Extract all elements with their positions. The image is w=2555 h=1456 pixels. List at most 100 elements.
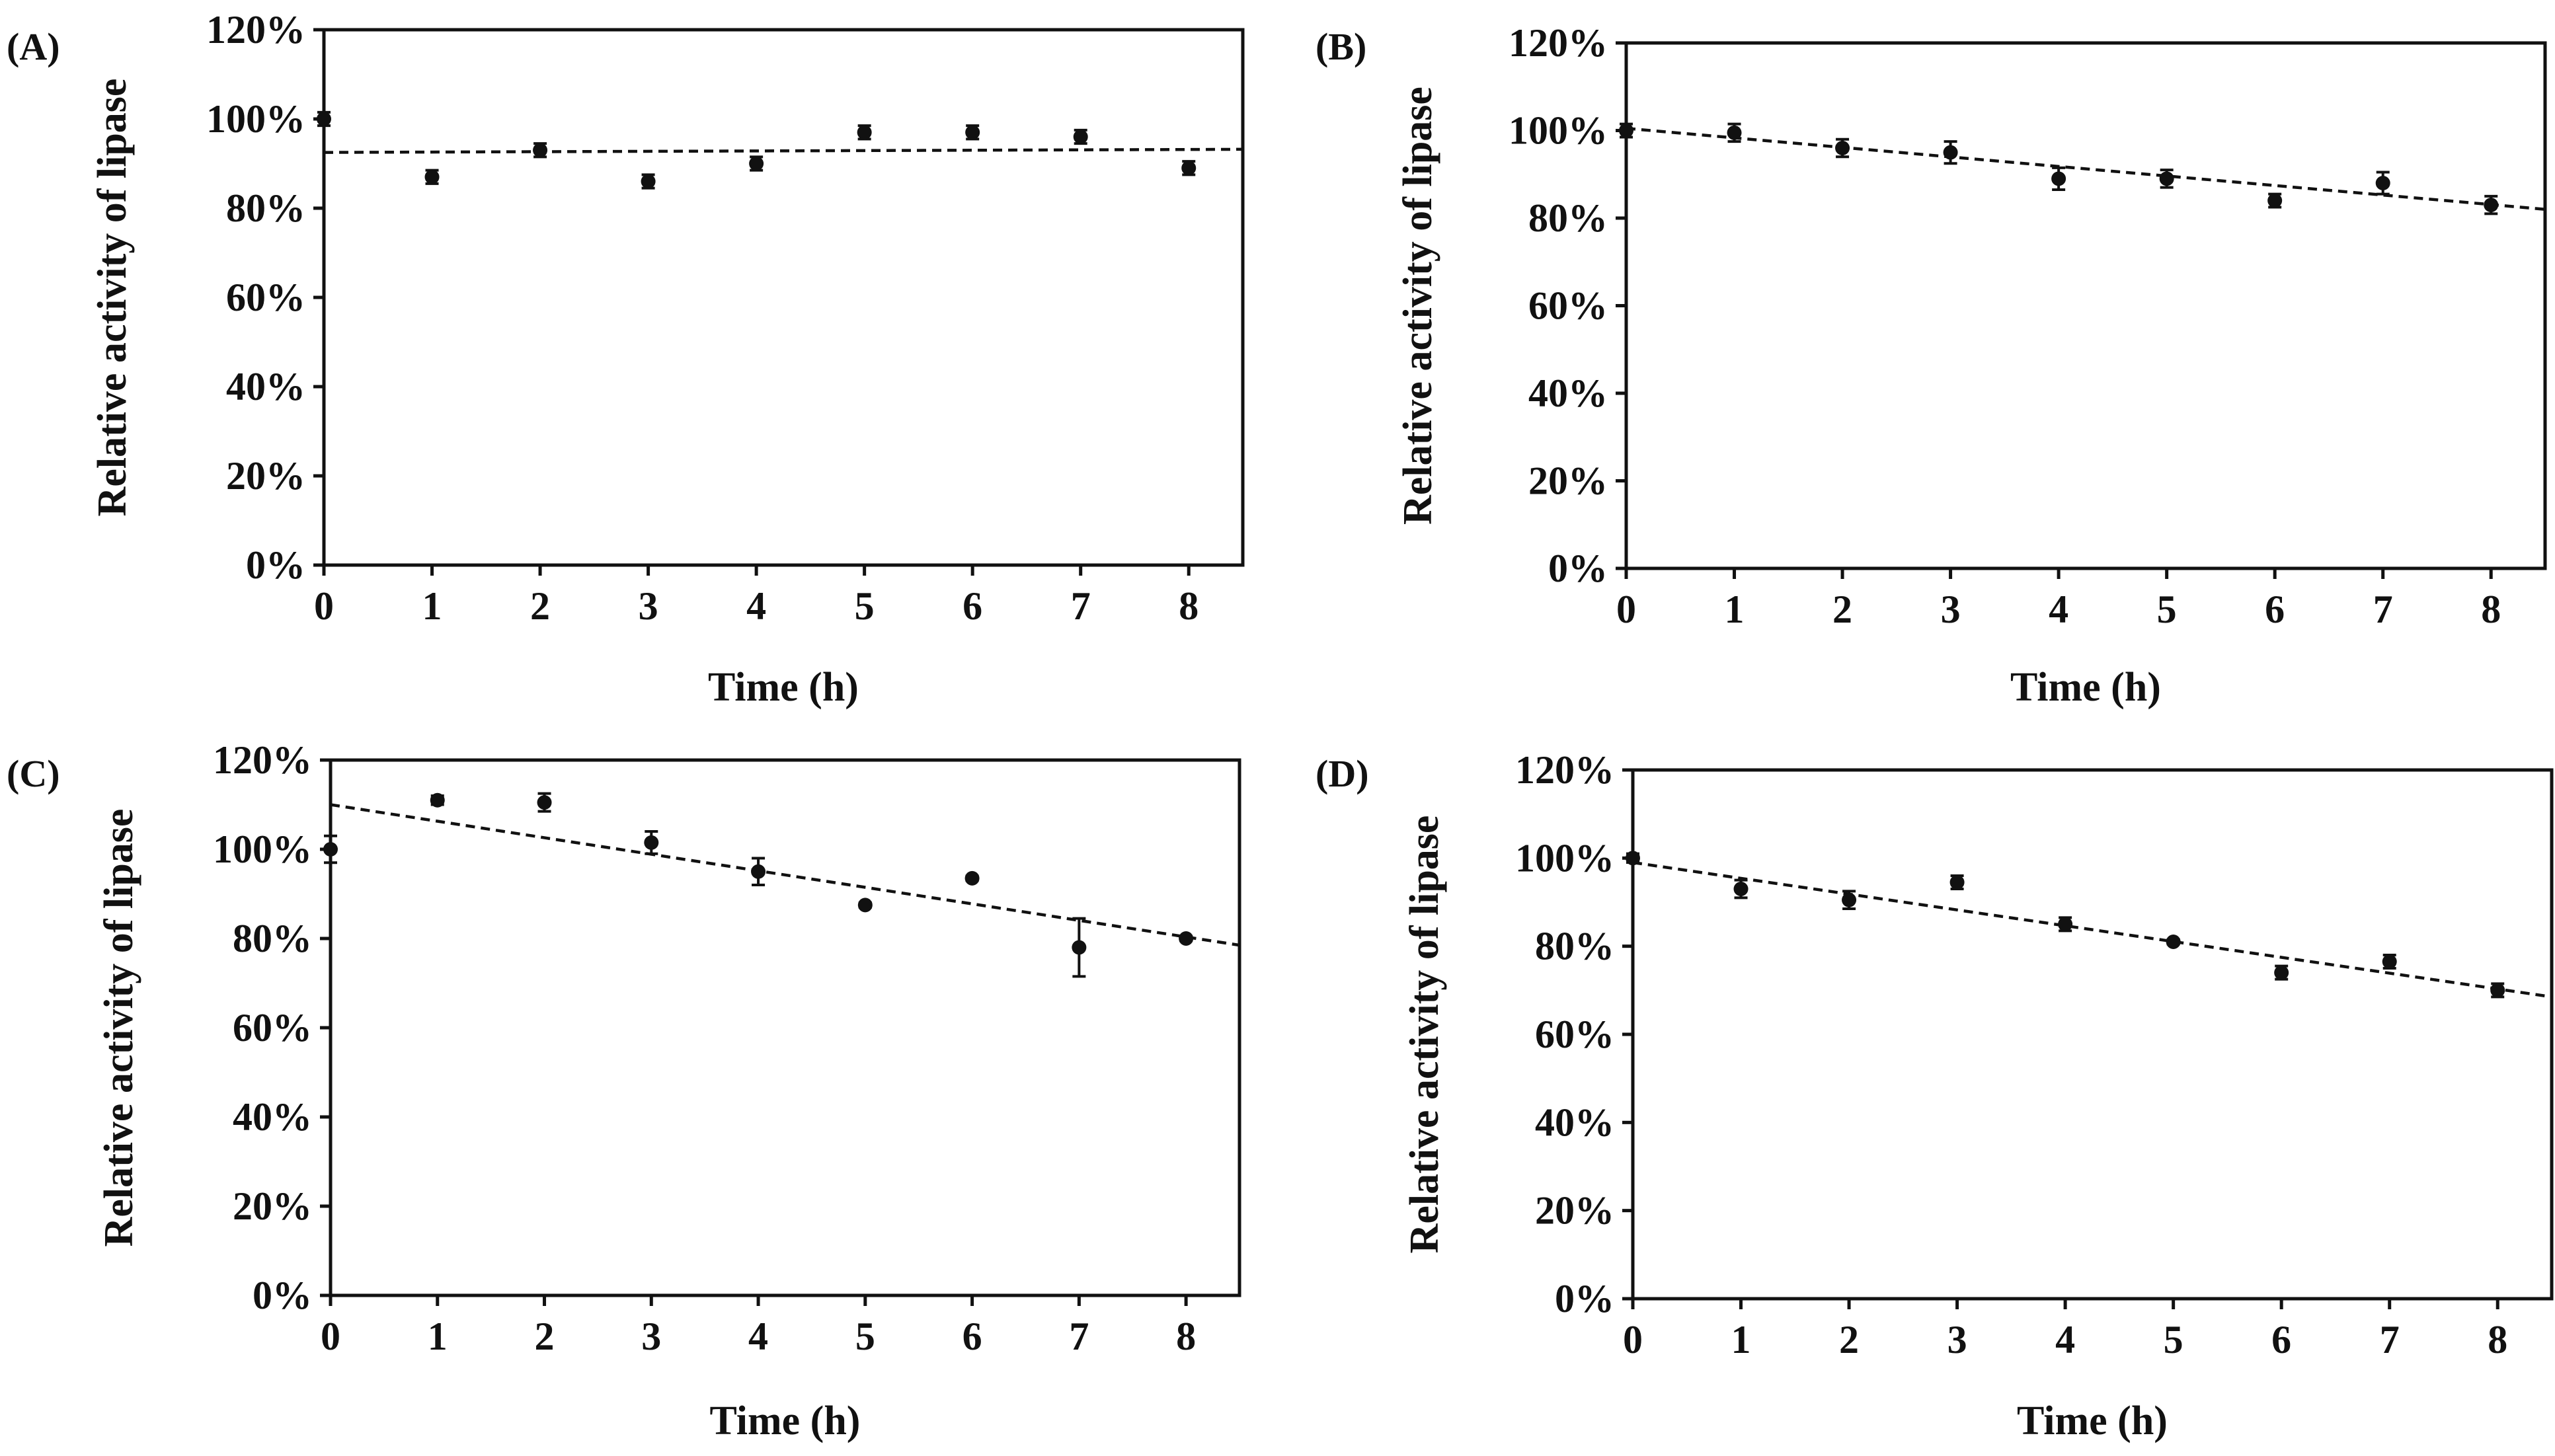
data-point — [1626, 851, 1640, 866]
data-point — [317, 112, 331, 126]
data-point — [2274, 965, 2289, 980]
data-point — [2375, 176, 2390, 190]
data-point — [644, 835, 659, 850]
x-tick-label: 1 — [1725, 588, 1745, 631]
x-tick-label: 2 — [535, 1315, 555, 1358]
y-tick-label: 80% — [1528, 196, 1608, 240]
x-tick-label: 2 — [1832, 588, 1852, 631]
data-point — [751, 864, 766, 879]
data-point — [1181, 161, 1197, 176]
y-tick-label: 120% — [1509, 21, 1608, 65]
data-point — [1619, 123, 1633, 138]
chart-panel-a: (A) 0% 20% 40% 60% 80% 100% 120% 0 1 2 3 4 5 6 7 8 Time (… — [7, 8, 1245, 710]
x-tick-label: 4 — [2055, 1318, 2075, 1361]
y-tick-label: 100% — [206, 97, 305, 141]
x-tick-label: 0 — [321, 1315, 340, 1358]
y-tick-label: 80% — [1535, 925, 1614, 968]
data-point — [965, 125, 980, 140]
y-axis-title: Relative activity of lipase — [90, 79, 135, 517]
trendline — [323, 147, 1243, 154]
y-axis-title: Relative activity of lipase — [97, 809, 141, 1247]
data-point — [2058, 917, 2073, 932]
chart-panel-d: (D) 0% 20% 40% 60% 80% 100% 120% 0 1 2 3 4 5 6 7 8 Time (… — [1316, 748, 2554, 1443]
chart-panel-c: (C) 0% 20% 40% 60% 80% 100% 120% 0 1 2 3 4 5 6 7 8 Time (… — [7, 738, 1241, 1443]
y-tick-label: 20% — [1528, 459, 1608, 503]
y-tick-label: 60% — [1535, 1013, 1614, 1056]
x-axis-title: Time (h) — [710, 1399, 861, 1443]
y-tick-label: 0% — [1548, 547, 1608, 590]
x-tick-label: 1 — [422, 584, 442, 628]
y-tick-label: 60% — [226, 276, 305, 319]
data-point — [1073, 130, 1088, 144]
y-tick-label: 40% — [226, 365, 305, 408]
y-tick-label: 0% — [1555, 1277, 1614, 1321]
x-tick-label: 2 — [1839, 1318, 1859, 1361]
y-tick-label: 80% — [226, 186, 305, 230]
data-point — [533, 143, 548, 158]
data-point — [1072, 940, 1087, 955]
x-tick-label: 8 — [1179, 584, 1199, 628]
data-point — [2490, 983, 2505, 998]
x-axis-title: Time (h) — [2017, 1399, 2168, 1443]
x-tick-label: 5 — [855, 1315, 875, 1358]
y-tick-label: 120% — [213, 738, 312, 782]
data-point — [641, 174, 656, 189]
y-tick-label: 60% — [1528, 284, 1608, 328]
x-tick-label: 7 — [2373, 588, 2393, 631]
data-point — [2484, 198, 2499, 213]
chart-panel-b: (B) 0% 20% 40% 60% 80% 100% 120% 0 1 2 3 4 5 6 7 8 Time (… — [1316, 21, 2547, 710]
trendline — [330, 803, 1240, 947]
y-tick-label: 20% — [1535, 1189, 1614, 1233]
trendline — [1632, 861, 2552, 999]
x-tick-label: 8 — [2481, 588, 2501, 631]
x-tick-label: 8 — [2488, 1318, 2507, 1361]
x-tick-label: 0 — [1616, 588, 1636, 631]
x-tick-label: 3 — [1947, 1318, 1967, 1361]
y-tick-label: 120% — [206, 8, 305, 52]
y-tick-label: 100% — [1515, 836, 1614, 880]
x-tick-label: 0 — [314, 584, 334, 628]
data-point — [964, 870, 980, 886]
y-tick-label: 20% — [233, 1184, 312, 1228]
x-axis-title: Time (h) — [2010, 665, 2161, 710]
x-tick-label: 5 — [855, 584, 875, 628]
data-point — [2267, 193, 2283, 208]
x-tick-label: 3 — [641, 1315, 661, 1358]
x-tick-label: 3 — [639, 584, 658, 628]
panel-label: (C) — [7, 752, 60, 795]
x-tick-label: 5 — [2164, 1318, 2183, 1361]
data-point — [2382, 954, 2397, 969]
plot-area-frame — [1631, 768, 2554, 1301]
x-tick-label: 4 — [746, 584, 766, 628]
y-tick-label: 80% — [233, 917, 312, 960]
plot-area-frame — [329, 758, 1241, 1297]
data-point — [857, 125, 872, 140]
data-point — [1727, 125, 1742, 140]
x-tick-label: 6 — [2271, 1318, 2291, 1361]
data-point — [2159, 171, 2174, 186]
y-tick-label: 60% — [233, 1006, 312, 1050]
x-tick-label: 7 — [1071, 584, 1091, 628]
data-point — [1179, 931, 1194, 946]
x-tick-label: 0 — [1623, 1318, 1643, 1361]
x-tick-label: 5 — [2157, 588, 2177, 631]
panel-label: (D) — [1316, 752, 1369, 795]
x-tick-label: 3 — [1941, 588, 1961, 631]
y-tick-label: 40% — [1535, 1100, 1614, 1144]
x-axis-title: Time (h) — [708, 665, 859, 710]
data-point — [1949, 875, 1965, 890]
data-point — [424, 169, 440, 184]
x-tick-label: 7 — [2380, 1318, 2400, 1361]
data-point — [749, 156, 764, 171]
data-point — [2051, 171, 2066, 186]
x-tick-label: 6 — [963, 584, 982, 628]
data-point — [857, 898, 873, 913]
data-point — [430, 792, 445, 808]
y-tick-label: 20% — [226, 454, 305, 498]
y-tick-label: 120% — [1515, 748, 1614, 792]
y-tick-label: 100% — [213, 827, 312, 871]
data-point — [1943, 145, 1958, 160]
y-tick-label: 40% — [1528, 371, 1608, 415]
x-tick-label: 1 — [428, 1315, 448, 1358]
